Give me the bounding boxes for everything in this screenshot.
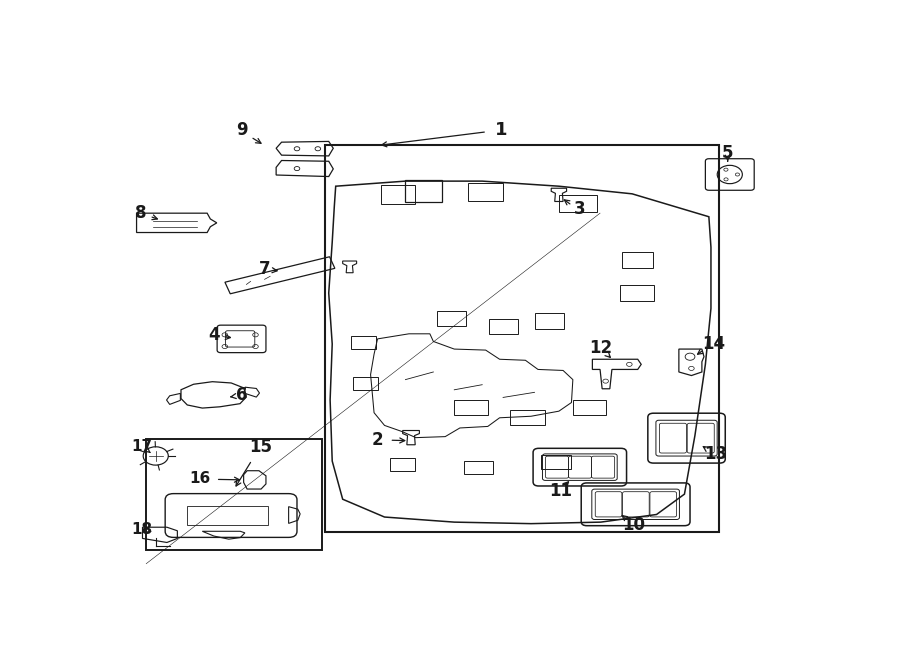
Text: 5: 5 (722, 143, 734, 161)
Text: 3: 3 (574, 200, 586, 218)
Bar (542, 455, 571, 469)
Bar (573, 400, 607, 415)
Bar (405, 180, 442, 202)
Text: 10: 10 (622, 516, 645, 533)
Bar (454, 400, 488, 415)
Text: 2: 2 (372, 431, 383, 449)
Text: 4: 4 (208, 327, 220, 344)
Bar (622, 253, 653, 268)
Bar (390, 458, 415, 471)
Bar (381, 184, 415, 204)
Text: 18: 18 (131, 522, 152, 537)
Text: 7: 7 (258, 260, 270, 278)
Bar (146, 439, 322, 550)
Text: 6: 6 (236, 386, 248, 404)
Bar (351, 336, 376, 349)
Bar (490, 319, 518, 334)
Text: 12: 12 (590, 339, 612, 357)
Bar (325, 145, 719, 532)
Text: 17: 17 (131, 440, 152, 454)
Bar (464, 461, 493, 474)
Text: 8: 8 (135, 204, 146, 221)
Bar (353, 377, 378, 390)
Text: 1: 1 (495, 121, 508, 139)
Text: 14: 14 (702, 335, 725, 353)
Text: 15: 15 (249, 438, 273, 456)
Bar (510, 410, 545, 426)
Bar (468, 183, 503, 202)
Bar (536, 313, 564, 329)
Text: 16: 16 (190, 471, 211, 486)
Text: 13: 13 (705, 446, 727, 463)
Bar (559, 195, 598, 212)
Bar (187, 506, 268, 525)
Bar (620, 286, 653, 301)
Text: 11: 11 (549, 482, 572, 500)
Bar (436, 311, 466, 326)
Text: 9: 9 (236, 121, 248, 139)
